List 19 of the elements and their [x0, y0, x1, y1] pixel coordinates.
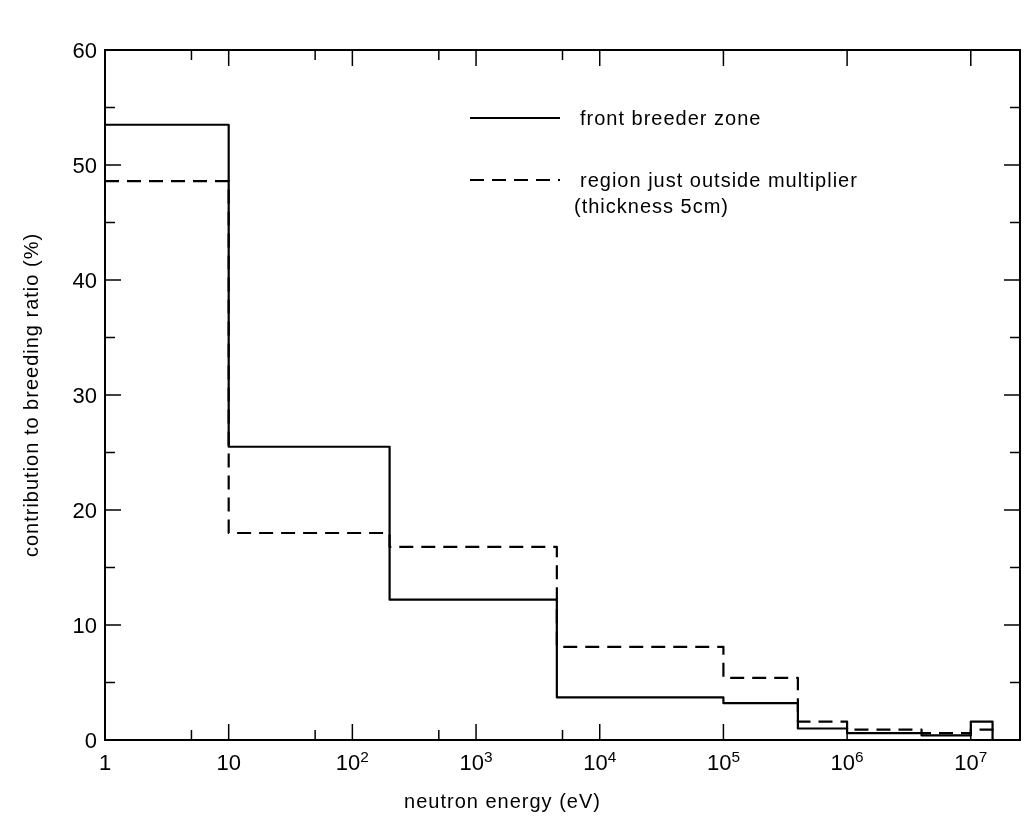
y-axis-title: contribution to breeding ratio (%)	[20, 232, 42, 558]
x-tick-label: 1	[98, 750, 112, 775]
y-tick-label: 20	[72, 498, 97, 523]
x-tick-label: 10$^{7}$	[954, 747, 988, 775]
x-tick-label: 10$^{3}$	[459, 747, 493, 775]
y-tick-label: 60	[72, 38, 97, 63]
y-tick-label: 40	[72, 268, 97, 293]
x-tick-label: 10$^{4}$	[583, 747, 617, 775]
x-tick-label: 10$^{2}$	[335, 747, 369, 775]
y-tick-label: 10	[72, 613, 97, 638]
x-tick-label: 10	[216, 750, 241, 775]
legend-label: front breeder zone	[580, 107, 762, 129]
legend-label: region just outside multiplier (thickness 5cm)	[574, 169, 858, 217]
y-tick-label: 50	[72, 153, 97, 178]
x-tick-label: 10$^{6}$	[830, 747, 864, 775]
x-axis-title: neutron energy (eV)	[404, 790, 601, 812]
x-tick-label: 10$^{5}$	[706, 747, 740, 775]
y-tick-label: 0	[84, 728, 97, 753]
y-tick-label: 30	[72, 383, 97, 408]
